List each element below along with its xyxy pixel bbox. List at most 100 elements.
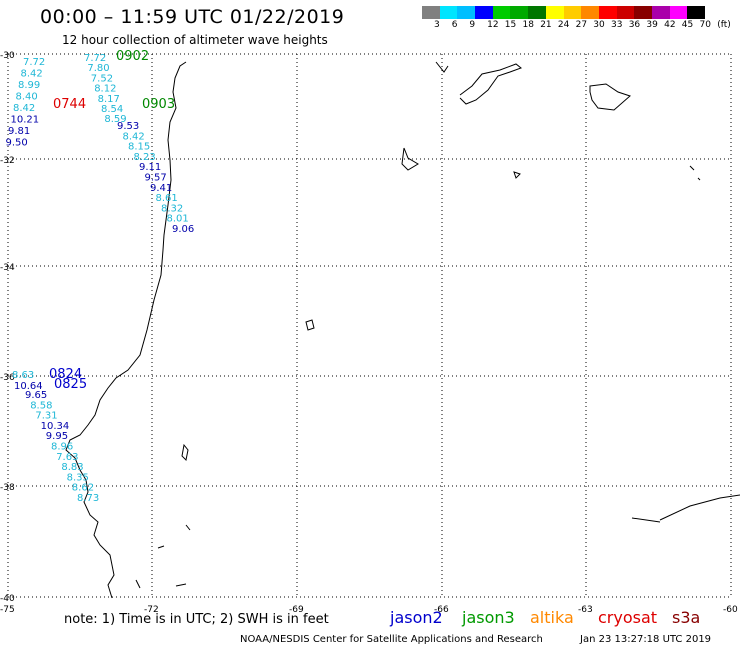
chile-coastline bbox=[65, 61, 187, 599]
wave-height-value: 10.21 bbox=[11, 115, 40, 126]
colorbar-label: 42 bbox=[664, 20, 676, 30]
longitude-label: -69 bbox=[289, 605, 304, 615]
satellite-legend-s3a: s3a bbox=[672, 608, 701, 627]
wave-height-value: 8.59 bbox=[104, 114, 126, 125]
wave-height-value: 9.50 bbox=[6, 138, 28, 149]
colorbar-label: 12 bbox=[487, 20, 499, 30]
wave-height-value: 9.11 bbox=[139, 162, 161, 173]
footer-timestamp: Jan 23 13:27:18 UTC 2019 bbox=[580, 634, 712, 645]
wave-height-value: 9.95 bbox=[46, 431, 68, 442]
latitude-label: -36 bbox=[0, 373, 15, 383]
colorbar-swatch bbox=[598, 6, 617, 19]
satellite-legend-cryosat: cryosat bbox=[598, 608, 658, 627]
island-juan-fernandez bbox=[305, 319, 315, 331]
wave-height-value: 7.72 bbox=[84, 53, 106, 64]
colorbar-label: 15 bbox=[504, 20, 517, 30]
colorbar-swatch bbox=[563, 6, 582, 19]
colorbar-label: 9 bbox=[469, 20, 476, 30]
latitude-label: -40 bbox=[0, 594, 15, 604]
colorbar-label: 30 bbox=[593, 20, 605, 30]
wave-height-value: 8.73 bbox=[77, 493, 99, 504]
argentina-east-coast bbox=[631, 494, 740, 523]
colorbar-swatch bbox=[492, 6, 511, 19]
argentina-peninsula bbox=[589, 83, 631, 111]
wave-height-value: 7.72 bbox=[23, 57, 45, 68]
track-time-label: 0824 bbox=[49, 367, 82, 382]
colorbar-label: 33 bbox=[611, 20, 623, 30]
chart-subtitle: 12 hour collection of altimeter wave hei… bbox=[62, 33, 328, 47]
altimeter-track-jason2: 0825 9.658.587.3110.349.958.967.638.838.3… bbox=[25, 377, 99, 504]
chart-title: 00:00 – 11:59 UTC 01/22/2019 bbox=[40, 6, 345, 28]
colorbar-swatch bbox=[616, 6, 635, 19]
wave-height-value: 8.96 bbox=[51, 442, 73, 453]
wave-height-value: 8.42 bbox=[13, 103, 35, 114]
colorbar-swatch bbox=[457, 6, 476, 19]
wave-height-value: 8.63 bbox=[12, 370, 34, 381]
colorbar-label: 39 bbox=[646, 20, 658, 30]
wave-height-value: 10.64 bbox=[14, 381, 43, 392]
colorbar-swatch bbox=[634, 6, 652, 19]
wave-height-value: 8.15 bbox=[128, 142, 150, 153]
colorbar-swatch bbox=[475, 6, 493, 19]
wave-height-value: 10.34 bbox=[41, 421, 70, 432]
wave-height-value: 8.99 bbox=[18, 80, 40, 91]
gulf-shoreline bbox=[401, 147, 419, 171]
longitude-label: -66 bbox=[434, 605, 449, 615]
track-time-label: 0825 bbox=[54, 377, 87, 392]
colorbar-label: 45 bbox=[681, 20, 694, 30]
colorbar-label: 18 bbox=[522, 20, 534, 30]
latitude-label: -34 bbox=[0, 263, 15, 273]
colorbar-swatch bbox=[581, 6, 599, 19]
latitude-label: -38 bbox=[0, 483, 15, 493]
longitude-label: -60 bbox=[723, 605, 738, 615]
longitude-label: -75 bbox=[0, 605, 15, 615]
colorbar-label: 3 bbox=[434, 20, 440, 30]
colorbar-swatch bbox=[510, 6, 529, 19]
wave-height-value: 8.83 bbox=[61, 462, 83, 473]
wave-height-value: 9.41 bbox=[150, 183, 172, 194]
colorbar-swatch bbox=[545, 6, 564, 19]
colorbar-swatch bbox=[651, 6, 670, 19]
axis-labels: -30 -32 -34 -36 -38 -40-75 -72 -69 -66 -63 -60 bbox=[0, 51, 738, 615]
track-time-label: 0744 bbox=[53, 97, 86, 112]
colorbar-swatch bbox=[669, 6, 688, 19]
wave-height-value: 8.40 bbox=[16, 92, 38, 103]
altimeter-track-jason3: 0902 7.727.807.528.128.178.548.59 bbox=[84, 49, 149, 125]
colorbar-label: 21 bbox=[540, 20, 552, 30]
colorbar-swatch bbox=[528, 6, 546, 19]
wave-height-value: 8.17 bbox=[98, 94, 120, 105]
small-islands-east bbox=[513, 165, 701, 181]
satellite-legend-jason2: jason2 bbox=[390, 608, 443, 627]
wave-height-value: 8.42 bbox=[123, 131, 145, 142]
colorbar-label: 70 bbox=[699, 20, 711, 30]
wave-height-value: 9.53 bbox=[117, 121, 139, 132]
wave-height-value: 8.32 bbox=[161, 203, 183, 214]
wave-height-value: 7.31 bbox=[35, 411, 57, 422]
colorbar-swatch bbox=[687, 6, 705, 19]
wave-height-value: 9.81 bbox=[8, 126, 30, 137]
wave-height-value: 8.54 bbox=[101, 104, 123, 115]
colorbar-label: 36 bbox=[628, 20, 641, 30]
wave-height-value: 8.23 bbox=[134, 152, 156, 163]
colorbar-label: 27 bbox=[575, 20, 588, 30]
colorbar-labels: 3 6 9 12 15 18 21 24 27 30 33 36 39 42 45 70 (ft) bbox=[422, 20, 740, 34]
note-text: note: 1) Time is in UTC; 2) SWH is in fe… bbox=[64, 612, 329, 627]
colorbar-label: 6 bbox=[451, 20, 458, 30]
satellite-legend-jason3: jason3 bbox=[462, 608, 515, 627]
altimeter-track-jason3: 09039.538.428.158.239.119.579.418.618.32… bbox=[117, 97, 194, 235]
wave-height-value: 9.57 bbox=[145, 173, 167, 184]
footer-credit: NOAA/NESDIS Center for Satellite Applica… bbox=[240, 634, 543, 645]
coastline bbox=[65, 61, 740, 599]
colorbar-swatch bbox=[439, 6, 458, 19]
wave-height-value: 7.52 bbox=[91, 73, 113, 84]
argentina-coastline-north bbox=[435, 61, 523, 105]
colorbar-label: (ft) bbox=[717, 20, 731, 30]
satellite-legend-altika: altika bbox=[530, 608, 574, 627]
wave-height-value: 7.80 bbox=[87, 63, 109, 74]
colorbar-swatch bbox=[422, 6, 440, 19]
wave-height-value: 8.35 bbox=[67, 472, 89, 483]
grid-lines bbox=[7, 53, 732, 598]
